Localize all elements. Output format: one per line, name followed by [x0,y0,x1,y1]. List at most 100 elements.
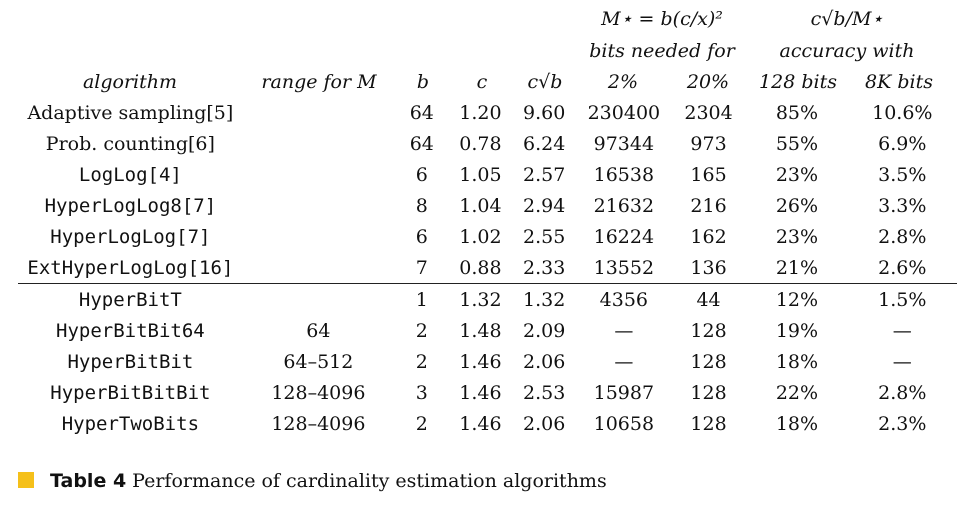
col-header-c-sqrt-b: c√b [527,71,563,93]
table-caption: Table 4 Performance of cardinality estima… [18,470,607,492]
cell-algorithm: Prob. counting[6] [45,132,215,155]
cell-c: 0.88 [459,256,502,279]
cell-bits-2pct: 13552 [593,256,655,279]
cell-range: 128–4096 [271,381,366,404]
cell-bits-20pct: 216 [690,194,727,217]
cell-bits-2pct: 15987 [593,381,655,404]
cell-accuracy-8k: 2.8% [878,225,927,248]
cell-accuracy-128: 26% [775,194,819,217]
cell-accuracy-128: 23% [775,163,819,186]
cell-bits-20pct: 128 [690,412,727,435]
cell-b: 7 [415,256,428,279]
cell-accuracy-8k: 3.5% [878,163,927,186]
cell-c-sqrt-b: 2.09 [523,319,566,342]
table-row: HyperLogLog8[7] 8 1.04 2.94 21632 216 26% 3.3% [18,190,957,221]
cell-accuracy-128: 12% [746,283,848,315]
cell-bits-2pct: 16224 [593,225,655,248]
col-header-b: b [416,71,430,93]
cell-bits-20pct: 128 [690,319,727,342]
cell-c-sqrt-b: 9.60 [523,101,566,124]
cell-c: 1.32 [449,283,512,315]
cell-accuracy-8k: 1.5% [847,283,957,315]
cell-accuracy-128: 18% [775,350,819,373]
table-row: Adaptive sampling[5] 64 1.20 9.60 230400 2304… [18,97,957,128]
cell-accuracy-128: 85% [775,101,819,124]
cell-accuracy-8k: 2.6% [878,256,927,279]
cell-c-sqrt-b: 2.06 [523,350,566,373]
cell-range [243,221,394,252]
table-row: ExtHyperLogLog[16] 7 0.88 2.33 13552 136 21% 2.… [18,252,957,284]
cell-range [242,283,394,315]
cell-range [243,190,394,221]
cell-bits-20pct: 136 [690,256,727,279]
cell-accuracy-8k: 6.9% [878,132,927,155]
cell-b: 6 [415,225,428,248]
header-formula-accuracy: c√b/M⋆ [810,8,884,30]
cell-b: 2 [415,319,428,342]
cell-bits-20pct: 128 [690,381,727,404]
cell-b: 3 [415,381,428,404]
cell-accuracy-128: 19% [775,319,819,342]
cell-c: 1.20 [459,101,502,124]
cell-accuracy-128: 55% [775,132,819,155]
cell-accuracy-8k: — [892,350,912,373]
cell-c-sqrt-b: 2.33 [523,256,566,279]
header-bits-needed: bits needed for [589,40,735,62]
cell-c: 1.46 [459,412,502,435]
cell-b: 8 [415,194,428,217]
cell-accuracy-8k: 3.3% [878,194,927,217]
cell-b: 2 [415,412,428,435]
col-header-algorithm: algorithm [82,71,178,93]
col-header-c: c [476,71,488,93]
cell-b: 64 [409,132,434,155]
header-accuracy-with: accuracy with [779,40,915,62]
cell-range [243,128,394,159]
cell-c: 0.78 [459,132,502,155]
cell-range: 128–4096 [271,412,366,435]
cell-algorithm: HyperBitBit64 [56,319,205,342]
cell-bits-20pct: 2304 [684,101,733,124]
cell-c: 1.46 [459,350,502,373]
table-row: HyperTwoBits 128–4096 2 1.46 2.06 10658 128 18%… [18,408,957,439]
cell-b: 1 [394,283,450,315]
cell-accuracy-8k: 10.6% [872,101,933,124]
cell-algorithm: Adaptive sampling[5] [27,101,234,124]
cell-range: 64 [306,319,331,342]
cell-c: 1.48 [459,319,502,342]
cell-b: 64 [409,101,434,124]
cell-c-sqrt-b: 2.53 [523,381,566,404]
cell-algorithm: HyperBitT [18,283,243,315]
cell-b: 6 [415,163,428,186]
header-formula-m: M⋆ = b(c/x)² [601,8,723,30]
table-row: HyperBitBitBit 128–4096 3 1.46 2.53 15987 128 2… [18,377,957,408]
cell-range [243,159,394,190]
cell-algorithm: HyperBitBitBit [50,381,211,404]
cell-c-sqrt-b: 2.06 [523,412,566,435]
cell-accuracy-8k: — [892,319,912,342]
table-row: HyperLogLog[7] 6 1.02 2.55 16224 162 23% 2.8% [18,221,957,252]
cell-accuracy-128: 23% [775,225,819,248]
cell-c-sqrt-b: 6.24 [523,132,566,155]
cell-b: 2 [415,350,428,373]
cell-range [243,97,394,128]
cell-c-sqrt-b: 1.32 [511,283,577,315]
cell-bits-20pct: 128 [690,350,727,373]
col-header-2pct: 2% [607,71,639,93]
cell-c: 1.46 [459,381,502,404]
performance-table: Adaptive sampling[5] 64 1.20 9.60 230400 2304… [18,97,957,439]
cell-bits-2pct: 10658 [593,412,655,435]
cell-accuracy-128: 22% [775,381,819,404]
table-row: HyperBitT 1 1.32 1.32 4356 44 12% 1.5% [18,283,957,315]
cell-c-sqrt-b: 2.94 [523,194,566,217]
cell-range: 64–512 [283,350,354,373]
table-row: Prob. counting[6] 64 0.78 6.24 97344 973 55% 6.… [18,128,957,159]
cell-bits-2pct: — [614,319,634,342]
cell-algorithm: LogLog[4] [78,163,182,186]
cell-accuracy-128: 21% [775,256,819,279]
col-header-20pct: 20% [686,71,730,93]
caption-label: Table 4 [50,470,127,492]
table-row: HyperBitBit 64–512 2 1.46 2.06 — 128 18% — [18,346,957,377]
cell-bits-20pct: 165 [690,163,727,186]
cell-algorithm: HyperLogLog8[7] [44,194,217,217]
caption-text: Performance of cardinality estimation al… [132,470,607,492]
